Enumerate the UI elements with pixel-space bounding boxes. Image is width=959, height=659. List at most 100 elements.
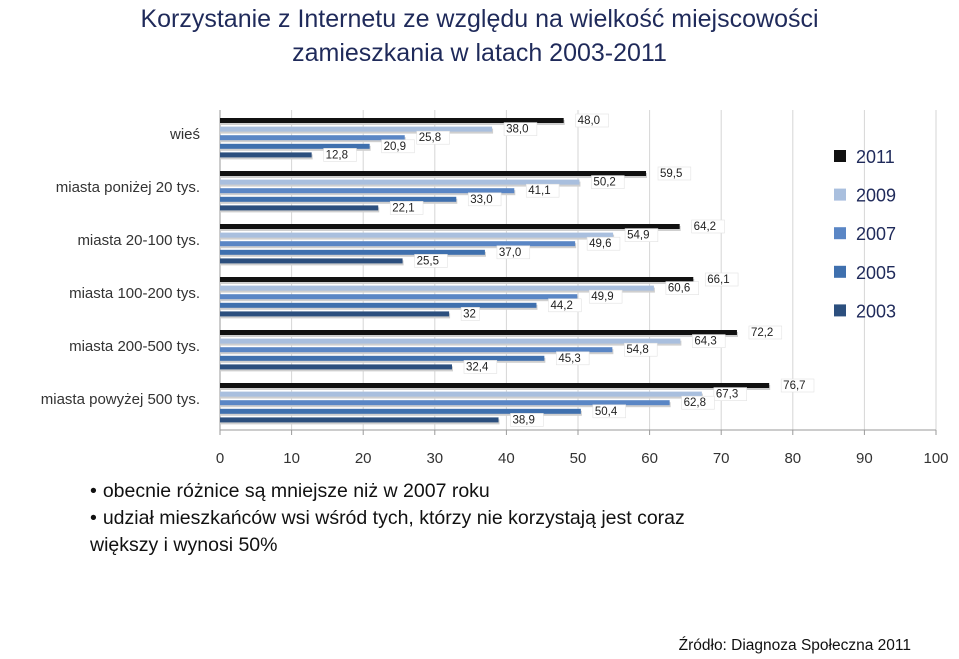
bar [220, 171, 647, 176]
data-label-box [713, 387, 747, 401]
data-label-box [575, 113, 609, 128]
data-label-box [692, 334, 726, 348]
data-label: 22,1 [392, 202, 414, 214]
data-label: 38,0 [506, 124, 528, 136]
data-label-box [467, 192, 502, 207]
bar [220, 277, 694, 282]
legend-label: 2011 [856, 147, 895, 167]
bar [220, 417, 499, 423]
category-label: miasta 20-100 tys. [77, 232, 200, 249]
data-label: 41,1 [528, 185, 550, 197]
chart-title: Korzystanie z Internetu ze względu na wi… [20, 2, 939, 70]
x-tick-label: 10 [283, 450, 300, 467]
bar [220, 408, 581, 414]
x-tick-label: 30 [426, 450, 443, 467]
data-label: 38,9 [513, 414, 535, 426]
legend-swatch [834, 188, 846, 201]
legend-swatch [834, 227, 846, 240]
bar [220, 179, 580, 185]
data-label: 67,3 [716, 389, 738, 401]
data-label: 48,0 [578, 115, 600, 127]
title-line-1: Korzystanie z Internetu ze względu na wi… [140, 5, 819, 33]
data-label: 64,3 [694, 336, 716, 348]
bar [220, 135, 405, 141]
data-label-box [665, 281, 699, 295]
data-label-box [657, 166, 692, 181]
data-label-box [748, 325, 783, 340]
data-label-box [592, 404, 626, 419]
data-label-box [503, 122, 538, 136]
legend-swatch [834, 304, 846, 317]
data-label: 72,2 [751, 327, 773, 339]
title-line-2: zamieszkania w latach 2003-2011 [292, 39, 667, 67]
category-label: miasta 100-200 tys. [69, 285, 200, 302]
data-label: 62,8 [684, 397, 706, 409]
bar-chart: 0 10 20 30 40 50 60 70 80 90 100 48,0 38,0 25,8 20,9 12… [41, 110, 949, 467]
category-label: miasta poniżej 20 tys. [56, 179, 200, 196]
bar [220, 232, 614, 238]
x-tick-label: 90 [856, 450, 873, 467]
x-tick-label: 20 [355, 450, 372, 467]
x-tick-label: 80 [784, 450, 801, 467]
data-label: 66,1 [707, 274, 729, 286]
data-label-box [381, 139, 415, 154]
data-label-box [460, 307, 480, 321]
data-label: 49,9 [591, 291, 613, 303]
data-label: 45,3 [558, 353, 580, 365]
legend-label: 2009 [856, 186, 896, 206]
data-label-box [389, 201, 424, 215]
data-label: 50,4 [595, 406, 618, 418]
data-label-box [704, 272, 739, 287]
x-tick-label: 100 [923, 450, 948, 467]
data-label-box [591, 175, 625, 189]
bar [220, 347, 613, 353]
legend-label: 2005 [856, 263, 896, 283]
bar [220, 311, 450, 317]
bullet-list: obecnie różnice są mniejsze niż w 2007 r… [90, 478, 930, 559]
bar [220, 205, 379, 211]
data-label-box [510, 413, 544, 427]
data-label: 33,0 [470, 194, 492, 206]
data-label: 49,6 [589, 238, 611, 250]
data-label-box [681, 395, 715, 410]
source-note: Źródło: Diagnoza Społeczna 2011 [678, 637, 911, 654]
legend-swatch [834, 265, 846, 278]
data-label: 32,4 [466, 361, 489, 373]
bar [220, 152, 312, 158]
bar [220, 258, 403, 264]
data-label: 25,8 [419, 132, 441, 144]
bar [220, 196, 457, 202]
data-label: 64,2 [694, 221, 716, 233]
bar [220, 330, 737, 335]
data-label: 25,5 [417, 255, 439, 267]
data-label: 50,2 [593, 177, 615, 189]
bar [220, 241, 576, 247]
data-label-box [496, 245, 531, 260]
bar [220, 126, 493, 132]
category-label: miasta 200-500 tys. [69, 338, 200, 355]
category-label: wieś [169, 126, 200, 143]
data-label-box [556, 351, 590, 366]
data-label: 54,9 [627, 230, 649, 242]
data-label-box [624, 342, 658, 357]
bar [220, 355, 545, 361]
legend-label: 2003 [856, 301, 896, 321]
bar [220, 188, 515, 194]
bar [220, 364, 452, 370]
data-label: 54,8 [626, 344, 648, 356]
data-label: 76,7 [783, 380, 805, 392]
bar [220, 400, 670, 406]
data-label-box [525, 183, 560, 198]
data-label: 44,2 [550, 300, 572, 312]
x-tick-label: 60 [641, 450, 658, 467]
legend-swatch [834, 150, 846, 162]
data-label-box [463, 360, 498, 374]
bar [220, 338, 681, 344]
data-label-box [624, 228, 659, 242]
data-label: 32 [463, 308, 476, 320]
data-label-box [548, 298, 582, 313]
bullet-item-2: udział mieszkańców wsi wśród tych, którz… [90, 505, 930, 532]
data-label: 60,6 [668, 283, 690, 295]
data-label: 12,8 [326, 149, 348, 161]
x-tick-label: 40 [498, 450, 515, 467]
